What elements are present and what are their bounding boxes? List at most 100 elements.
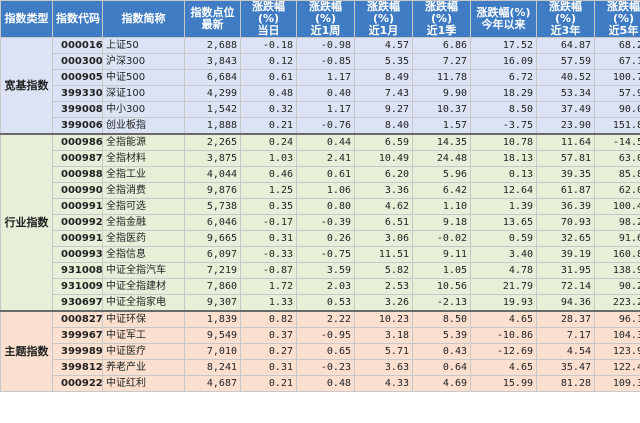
change-1m-cell[interactable]: 9.27	[354, 101, 413, 118]
change-1w-cell[interactable]: 0.48	[296, 375, 355, 392]
change-1m-cell[interactable]: 3.36	[354, 182, 413, 199]
index-code-cell[interactable]: 000300	[52, 53, 103, 70]
change-1m-cell[interactable]: 11.51	[354, 246, 413, 263]
header-chg-3y[interactable]: 涨跌幅(%) 近3年	[536, 0, 595, 38]
index-code-cell[interactable]: 399967	[52, 327, 103, 344]
header-chg-1q[interactable]: 涨跌幅(%) 近1季	[412, 0, 471, 38]
change-1m-cell[interactable]: 4.57	[354, 37, 413, 54]
change-day-cell[interactable]: 0.37	[240, 327, 297, 344]
change-ytd-cell[interactable]: -3.75	[470, 117, 537, 135]
header-chg-day[interactable]: 涨跌幅(%) 当日	[240, 0, 297, 38]
index-name-cell[interactable]: 中证全指建材	[102, 278, 185, 295]
change-day-cell[interactable]: 0.12	[240, 53, 297, 70]
change-5y-cell[interactable]: 109.39	[594, 375, 640, 392]
index-name-cell[interactable]: 全指可选	[102, 198, 185, 215]
index-code-cell[interactable]: 000991	[52, 230, 103, 247]
change-day-cell[interactable]: -0.87	[240, 262, 297, 279]
change-ytd-cell[interactable]: 16.09	[470, 53, 537, 70]
index-name-cell[interactable]: 创业板指	[102, 117, 185, 135]
change-1q-cell[interactable]: 5.96	[412, 166, 471, 183]
change-3y-cell[interactable]: 35.47	[536, 359, 595, 376]
latest-value-cell[interactable]: 3,843	[184, 53, 241, 70]
change-3y-cell[interactable]: 32.65	[536, 230, 595, 247]
change-1w-cell[interactable]: 2.22	[296, 310, 355, 328]
change-3y-cell[interactable]: 40.52	[536, 69, 595, 86]
change-1m-cell[interactable]: 10.49	[354, 150, 413, 167]
change-day-cell[interactable]: 0.31	[240, 359, 297, 376]
change-3y-cell[interactable]: 72.14	[536, 278, 595, 295]
index-name-cell[interactable]: 沪深300	[102, 53, 185, 70]
index-code-cell[interactable]: 000905	[52, 69, 103, 86]
change-1m-cell[interactable]: 8.40	[354, 117, 413, 135]
index-name-cell[interactable]: 全指信息	[102, 246, 185, 263]
change-ytd-cell[interactable]: 13.65	[470, 214, 537, 231]
change-ytd-cell[interactable]: 18.13	[470, 150, 537, 167]
change-1q-cell[interactable]: 10.37	[412, 101, 471, 118]
change-1w-cell[interactable]: -0.85	[296, 53, 355, 70]
change-1w-cell[interactable]: 2.03	[296, 278, 355, 295]
index-name-cell[interactable]: 全指工业	[102, 166, 185, 183]
latest-value-cell[interactable]: 6,097	[184, 246, 241, 263]
index-code-cell[interactable]: 000986	[52, 133, 103, 151]
change-1m-cell[interactable]: 5.71	[354, 343, 413, 360]
change-ytd-cell[interactable]: 19.93	[470, 294, 537, 312]
change-3y-cell[interactable]: 94.36	[536, 294, 595, 312]
change-1m-cell[interactable]: 2.53	[354, 278, 413, 295]
change-1w-cell[interactable]: -0.39	[296, 214, 355, 231]
change-5y-cell[interactable]: 100.49	[594, 198, 640, 215]
header-chg-ytd[interactable]: 涨跌幅(%) 今年以来	[470, 0, 537, 38]
change-ytd-cell[interactable]: 3.40	[470, 246, 537, 263]
change-day-cell[interactable]: 0.31	[240, 230, 297, 247]
latest-value-cell[interactable]: 7,010	[184, 343, 241, 360]
change-1q-cell[interactable]: 5.39	[412, 327, 471, 344]
change-5y-cell[interactable]: 96.17	[594, 310, 640, 328]
change-day-cell[interactable]: 1.72	[240, 278, 297, 295]
change-1w-cell[interactable]: -0.95	[296, 327, 355, 344]
change-5y-cell[interactable]: 100.77	[594, 69, 640, 86]
change-1m-cell[interactable]: 10.23	[354, 310, 413, 328]
index-name-cell[interactable]: 全指金融	[102, 214, 185, 231]
change-5y-cell[interactable]: 57.90	[594, 85, 640, 102]
change-day-cell[interactable]: -0.17	[240, 214, 297, 231]
change-5y-cell[interactable]: 90.24	[594, 278, 640, 295]
change-3y-cell[interactable]: 53.34	[536, 85, 595, 102]
change-ytd-cell[interactable]: -10.86	[470, 327, 537, 344]
change-3y-cell[interactable]: 39.35	[536, 166, 595, 183]
change-day-cell[interactable]: 0.27	[240, 343, 297, 360]
category-cell[interactable]: 行业指数	[0, 133, 53, 312]
latest-value-cell[interactable]: 4,299	[184, 85, 241, 102]
change-1m-cell[interactable]: 7.43	[354, 85, 413, 102]
header-code[interactable]: 指数代码	[52, 0, 103, 38]
change-5y-cell[interactable]: -14.51	[594, 133, 640, 151]
latest-value-cell[interactable]: 4,044	[184, 166, 241, 183]
latest-value-cell[interactable]: 9,307	[184, 294, 241, 312]
change-day-cell[interactable]: 0.21	[240, 375, 297, 392]
change-3y-cell[interactable]: 81.28	[536, 375, 595, 392]
change-1w-cell[interactable]: 0.65	[296, 343, 355, 360]
latest-value-cell[interactable]: 7,219	[184, 262, 241, 279]
change-day-cell[interactable]: 0.35	[240, 198, 297, 215]
change-day-cell[interactable]: 0.21	[240, 117, 297, 135]
latest-value-cell[interactable]: 1,839	[184, 310, 241, 328]
change-ytd-cell[interactable]: 0.59	[470, 230, 537, 247]
index-name-cell[interactable]: 中证全指汽车	[102, 262, 185, 279]
change-1m-cell[interactable]: 3.63	[354, 359, 413, 376]
change-1w-cell[interactable]: 0.61	[296, 166, 355, 183]
change-1w-cell[interactable]: -0.75	[296, 246, 355, 263]
change-ytd-cell[interactable]: 15.99	[470, 375, 537, 392]
change-ytd-cell[interactable]: 4.65	[470, 359, 537, 376]
index-name-cell[interactable]: 全指能源	[102, 133, 185, 151]
change-day-cell[interactable]: 0.24	[240, 133, 297, 151]
index-code-cell[interactable]: 000827	[52, 310, 103, 328]
index-code-cell[interactable]: 399989	[52, 343, 103, 360]
change-day-cell[interactable]: -0.33	[240, 246, 297, 263]
change-1m-cell[interactable]: 5.35	[354, 53, 413, 70]
change-day-cell[interactable]: 1.03	[240, 150, 297, 167]
change-1q-cell[interactable]: 6.42	[412, 182, 471, 199]
change-1w-cell[interactable]: -0.23	[296, 359, 355, 376]
index-name-cell[interactable]: 中证医疗	[102, 343, 185, 360]
change-day-cell[interactable]: 0.82	[240, 310, 297, 328]
index-name-cell[interactable]: 全指医药	[102, 230, 185, 247]
index-code-cell[interactable]: 399330	[52, 85, 103, 102]
change-day-cell[interactable]: 0.32	[240, 101, 297, 118]
